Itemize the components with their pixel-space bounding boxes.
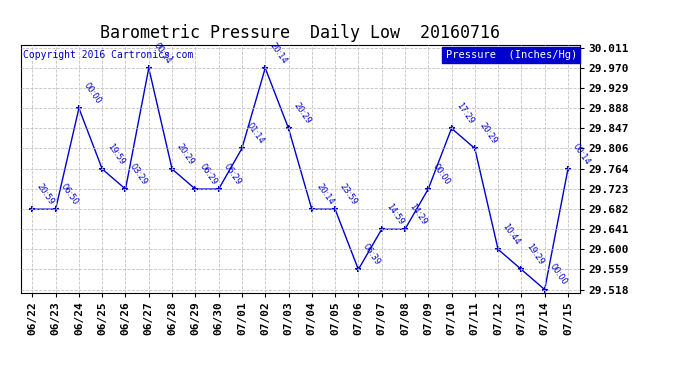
Text: 01:14: 01:14: [245, 121, 266, 146]
Text: Copyright 2016 Cartronics.com: Copyright 2016 Cartronics.com: [23, 50, 194, 60]
Text: Pressure  (Inches/Hg): Pressure (Inches/Hg): [446, 50, 577, 60]
Text: 20:29: 20:29: [291, 101, 313, 126]
Text: 20:14: 20:14: [268, 40, 289, 65]
Text: 00:14: 00:14: [152, 40, 172, 65]
Text: 20:29: 20:29: [175, 142, 196, 166]
Text: 23:59: 23:59: [338, 182, 359, 206]
Text: 06:50: 06:50: [59, 182, 79, 206]
Text: 06:29: 06:29: [198, 162, 219, 186]
Text: 17:29: 17:29: [454, 101, 475, 126]
Text: 00:00: 00:00: [547, 262, 569, 287]
Text: 10:44: 10:44: [501, 222, 522, 247]
Text: 00:14: 00:14: [571, 142, 592, 166]
Text: 03:29: 03:29: [128, 162, 149, 186]
Text: 14:29: 14:29: [408, 202, 428, 226]
Title: Barometric Pressure  Daily Low  20160716: Barometric Pressure Daily Low 20160716: [100, 24, 500, 42]
Text: 20:14: 20:14: [315, 182, 335, 206]
Text: 06:39: 06:39: [361, 242, 382, 267]
Text: 00:00: 00:00: [81, 81, 103, 105]
Text: 19:59: 19:59: [105, 142, 126, 166]
Text: 14:59: 14:59: [384, 202, 406, 226]
Text: 20:59: 20:59: [35, 182, 56, 206]
Text: 06:29: 06:29: [221, 162, 242, 186]
Text: 20:29: 20:29: [477, 121, 499, 146]
Text: 00:00: 00:00: [431, 162, 452, 186]
Text: 19:29: 19:29: [524, 242, 545, 267]
